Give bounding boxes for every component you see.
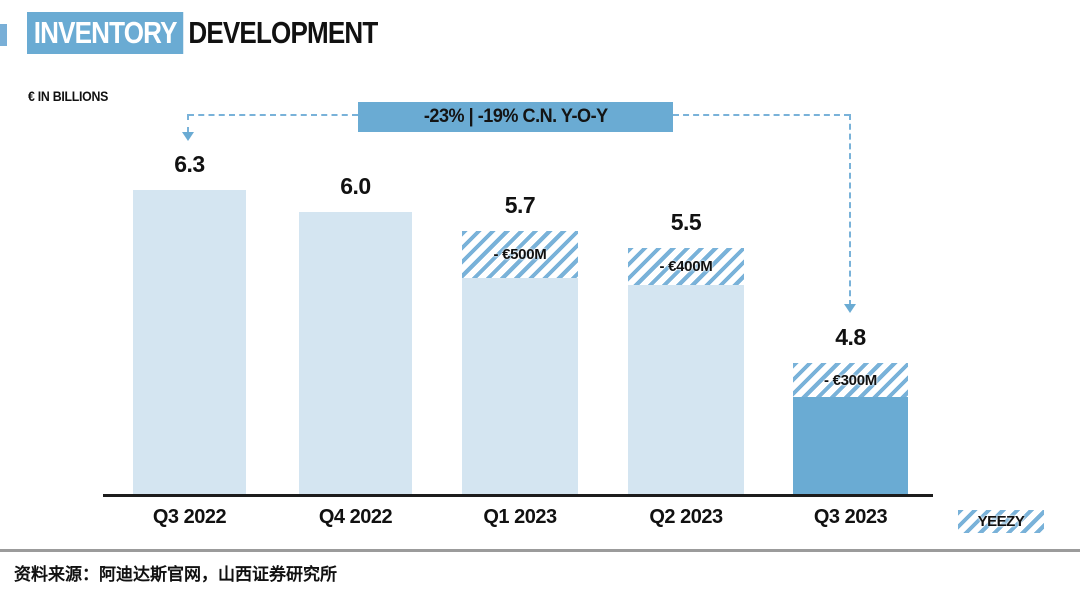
x-tick-q3-2022: Q3 2022	[152, 506, 227, 528]
x-axis-line	[103, 494, 933, 497]
annotation-dashed-drop-right	[849, 114, 851, 306]
x-tick-q2-2023: Q2 2023	[649, 506, 723, 528]
bar-q3-2022-fill	[133, 190, 246, 494]
y-axis-unit-label: € IN BILLIONS	[28, 88, 109, 104]
annotation-dashed-drop-left	[187, 114, 189, 133]
yeezy-amount-label-q3-2023: - €300M	[824, 371, 877, 389]
yeezy-amount-label-q1-2023: - €500M	[493, 246, 547, 263]
bar-value-label-q1-2023: 5.7	[504, 192, 536, 218]
yoy-annotation-box: -23% | -19% C.N. Y-O-Y	[358, 102, 673, 132]
bar-q3-2023: - €300M	[793, 363, 908, 494]
legend-yeezy-label: YEEZY	[977, 513, 1025, 530]
x-tick-q1-2023: Q1 2023	[483, 506, 557, 528]
source-attribution: 资料来源：阿迪达斯官网，山西证券研究所	[14, 565, 337, 584]
yoy-annotation-text: -23% | -19% C.N. Y-O-Y	[423, 106, 608, 127]
title-rest-word: DEVELOPMENT	[188, 15, 378, 50]
legend-yeezy-swatch: YEEZY	[958, 510, 1044, 533]
x-tick-q3-2023: Q3 2023	[813, 506, 888, 528]
page-title: INVENTORY DEVELOPMENT	[27, 12, 378, 54]
bar-value-label-q3-2022: 6.3	[174, 151, 205, 177]
bar-q3-2023-fill	[793, 397, 908, 494]
footer-divider	[0, 549, 1080, 552]
bar-q2-2023: - €400M	[628, 248, 744, 494]
bar-q1-2023-fill	[462, 278, 578, 494]
bar-value-label-q3-2023: 4.8	[835, 324, 866, 350]
bar-value-label-q4-2022: 6.0	[340, 173, 371, 199]
yeezy-amount-label-q2-2023: - €400M	[659, 258, 713, 275]
annotation-dashed-line-left	[188, 114, 358, 116]
bar-q2-2023-yeezy-segment: - €400M	[628, 248, 744, 285]
annotation-dashed-line-right	[673, 114, 850, 116]
bar-q4-2022-fill	[299, 212, 412, 494]
bar-q1-2023-yeezy-segment: - €500M	[462, 231, 578, 278]
bar-q1-2023: - €500M	[462, 231, 578, 494]
bar-q3-2022	[133, 190, 246, 494]
annotation-arrow-right-icon	[844, 304, 856, 313]
bar-value-label-q2-2023: 5.5	[670, 209, 702, 235]
bar-q4-2022	[299, 212, 412, 494]
title-highlighted-word: INVENTORY	[27, 12, 184, 54]
corner-accent-square	[0, 24, 7, 46]
x-tick-q4-2022: Q4 2022	[318, 506, 393, 528]
annotation-arrow-left-icon	[182, 132, 194, 141]
bar-q2-2023-fill	[628, 285, 744, 494]
bar-q3-2023-yeezy-segment: - €300M	[793, 363, 908, 397]
